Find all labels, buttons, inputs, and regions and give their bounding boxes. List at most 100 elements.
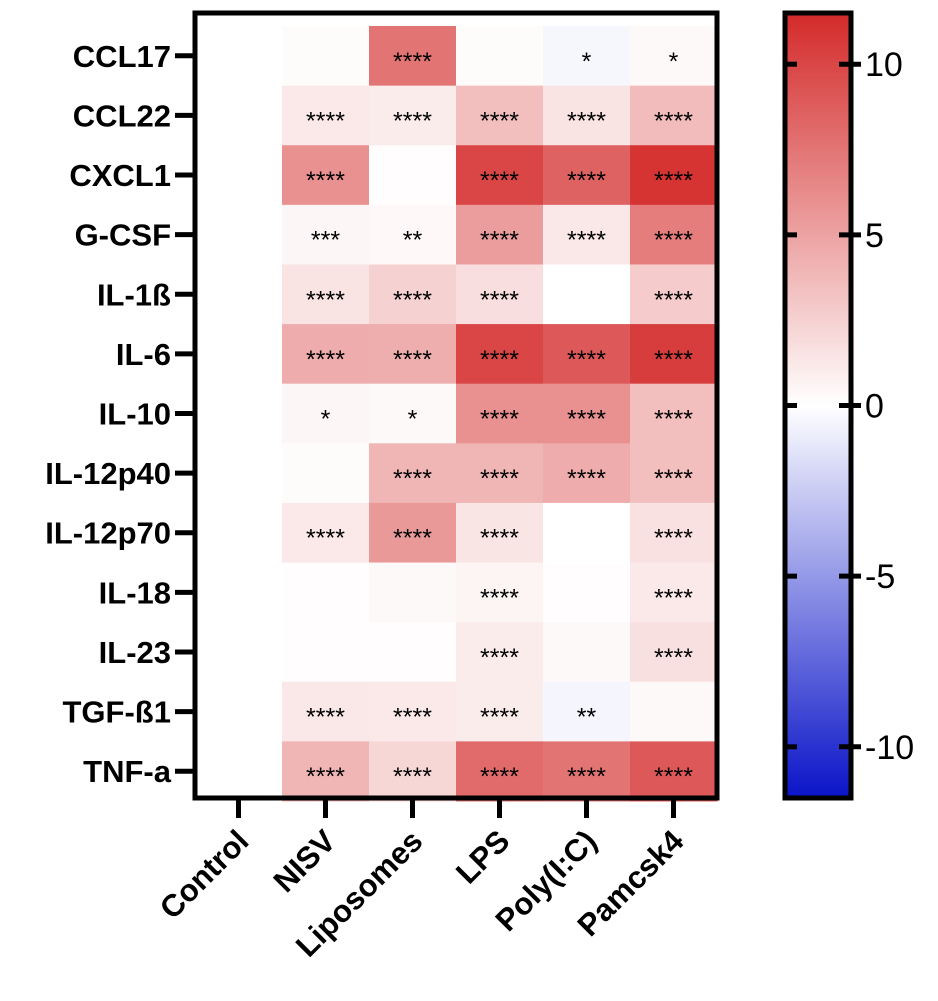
heatmap-cell — [369, 324, 457, 385]
heatmap-cell — [630, 145, 718, 206]
heatmap-cell — [369, 502, 457, 564]
heatmap-cell — [195, 85, 283, 146]
significance-label: **** — [654, 107, 693, 135]
heatmap-cell — [195, 502, 283, 564]
heatmap-cell — [456, 204, 544, 265]
significance-label: * — [582, 48, 592, 76]
column-label: NISV — [267, 823, 343, 899]
heatmap-cell — [456, 622, 544, 683]
significance-label: **** — [480, 584, 519, 612]
heatmap-cell — [369, 264, 457, 325]
heatmap-cell — [630, 324, 718, 385]
heatmap-cell — [282, 324, 370, 385]
heatmap-cell — [282, 443, 370, 504]
heatmap-cell — [456, 145, 544, 206]
heatmap-cell — [282, 681, 370, 742]
significance-label: **** — [654, 406, 693, 434]
significance-label: ** — [403, 227, 423, 255]
significance-label: **** — [654, 346, 693, 374]
significance-label: **** — [306, 525, 345, 553]
significance-label: **** — [393, 763, 432, 791]
heatmap-cell — [195, 324, 283, 385]
heatmap-cell — [195, 622, 283, 683]
colorbar-tick-label: -10 — [865, 729, 914, 767]
heatmap-cell — [195, 681, 283, 742]
row-label: IL-6 — [116, 337, 171, 372]
row-label: CXCL1 — [69, 158, 171, 193]
significance-label: * — [321, 406, 331, 434]
heatmap-cell — [369, 622, 457, 683]
row-labels: CCL17 CCL22 CXCL1 G-CSF IL-1ß IL-6 IL-10 IL-12p… — [45, 39, 195, 789]
significance-label: **** — [306, 704, 345, 732]
heatmap-cell — [543, 562, 631, 623]
heatmap-cell — [456, 383, 544, 444]
heatmap-cell — [369, 443, 457, 504]
significance-label: **** — [654, 286, 693, 314]
significance-label: **** — [393, 465, 432, 493]
heatmap-cell — [543, 145, 631, 206]
heatmap-cell — [369, 145, 457, 206]
heatmap-cell — [543, 681, 631, 742]
row-label: IL-23 — [99, 635, 171, 670]
heatmap-cell — [195, 562, 283, 623]
significance-label: **** — [393, 286, 432, 314]
heatmap-cell — [630, 264, 718, 325]
significance-label: **** — [567, 227, 606, 255]
significance-label: **** — [567, 763, 606, 791]
heatmap-cell — [195, 26, 283, 87]
heatmap-cell — [282, 204, 370, 265]
significance-label: **** — [393, 704, 432, 732]
significance-label: **** — [654, 584, 693, 612]
significance-label: **** — [567, 107, 606, 135]
heatmap-cell — [630, 26, 718, 87]
heatmap-cell — [543, 622, 631, 683]
heatmap-cell — [369, 681, 457, 742]
heatmap-cell — [630, 383, 718, 444]
heatmap-cell — [456, 443, 544, 504]
column-label: LPS — [449, 823, 516, 890]
significance-label: **** — [306, 107, 345, 135]
heatmap-cell — [543, 443, 631, 504]
heatmap-cell — [630, 443, 718, 504]
heatmap-cell — [630, 622, 718, 683]
heatmap-cell — [282, 383, 370, 444]
heatmap-cell — [282, 26, 370, 87]
heatmap-cell — [195, 264, 283, 325]
significance-label: **** — [480, 763, 519, 791]
heatmap-cell — [369, 562, 457, 623]
heatmap-cell — [543, 264, 631, 325]
row-label: IL-18 — [99, 575, 171, 610]
significance-label: **** — [393, 525, 432, 553]
significance-label: **** — [654, 167, 693, 195]
heatmap-cell — [195, 741, 283, 802]
significance-label: **** — [306, 286, 345, 314]
colorbar-tick-label: -5 — [865, 558, 895, 596]
heatmap-cell — [369, 741, 457, 802]
heatmap-cells — [195, 26, 718, 802]
heatmap-cell — [543, 741, 631, 802]
significance-label: ** — [577, 704, 597, 732]
significance-label: **** — [480, 346, 519, 374]
heatmap-cell — [195, 443, 283, 504]
significance-label: * — [669, 48, 679, 76]
heatmap-cell — [456, 85, 544, 146]
significance-label: **** — [306, 346, 345, 374]
significance-label: **** — [393, 107, 432, 135]
colorbar-tick-label: 5 — [865, 217, 884, 255]
significance-label: **** — [480, 227, 519, 255]
significance-label: **** — [393, 346, 432, 374]
significance-label: **** — [393, 48, 432, 76]
row-label: IL-12p70 — [45, 516, 171, 551]
row-label: IL-12p40 — [45, 456, 171, 491]
significance-label: **** — [567, 346, 606, 374]
row-label: CCL17 — [73, 39, 171, 74]
heatmap-cell — [195, 145, 283, 206]
heatmap-cell — [630, 502, 718, 564]
heatmap-cell — [282, 562, 370, 623]
significance-label: **** — [654, 525, 693, 553]
colorbar-ticks: 10 5 0 -5 -10 — [785, 46, 914, 767]
heatmap-cell — [282, 145, 370, 206]
heatmap-cell — [195, 204, 283, 265]
row-label: TGF-ß1 — [63, 695, 172, 730]
